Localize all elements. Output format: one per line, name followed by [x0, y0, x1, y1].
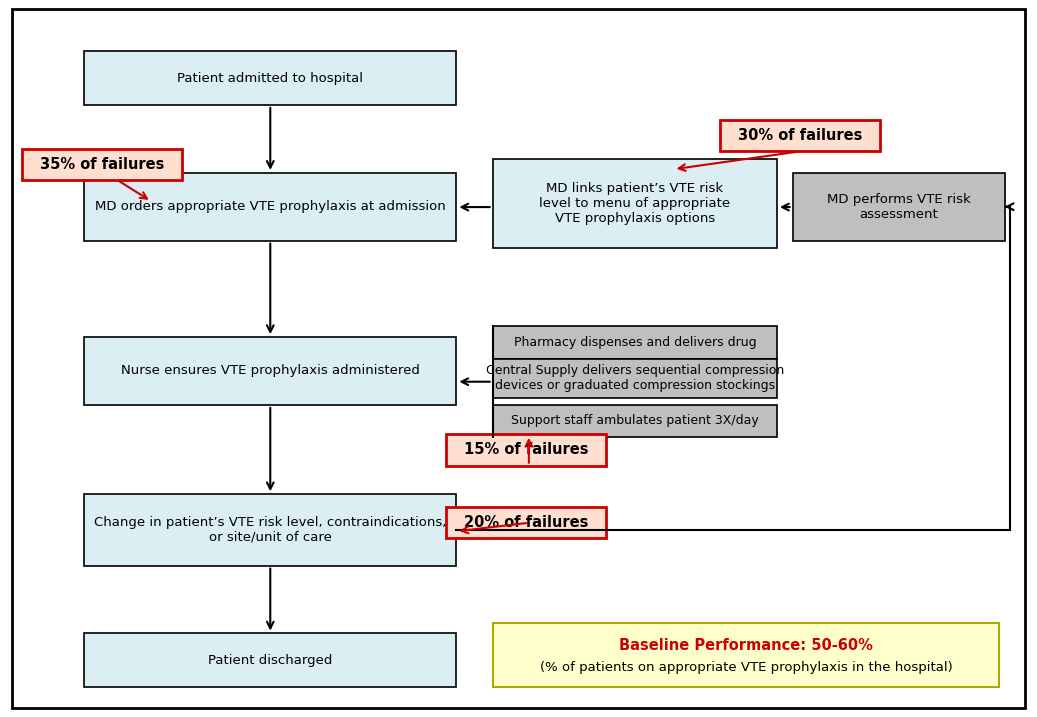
FancyBboxPatch shape — [84, 634, 456, 687]
Text: Pharmacy dispenses and delivers drug: Pharmacy dispenses and delivers drug — [513, 336, 756, 349]
FancyBboxPatch shape — [493, 405, 777, 437]
Text: 20% of failures: 20% of failures — [465, 516, 588, 531]
FancyBboxPatch shape — [84, 173, 456, 241]
Text: MD performs VTE risk
assessment: MD performs VTE risk assessment — [826, 193, 971, 221]
Text: Change in patient’s VTE risk level, contraindications,
or site/unit of care: Change in patient’s VTE risk level, cont… — [94, 516, 447, 544]
FancyBboxPatch shape — [84, 337, 456, 405]
FancyBboxPatch shape — [22, 148, 183, 180]
Text: 15% of failures: 15% of failures — [464, 442, 589, 457]
Text: Baseline Performance: 50-60%: Baseline Performance: 50-60% — [619, 638, 873, 653]
Text: MD links patient’s VTE risk
level to menu of appropriate
VTE prophylaxis options: MD links patient’s VTE risk level to men… — [539, 181, 730, 224]
FancyBboxPatch shape — [493, 158, 777, 248]
Text: (% of patients on appropriate VTE prophylaxis in the hospital): (% of patients on appropriate VTE prophy… — [539, 661, 952, 674]
FancyBboxPatch shape — [84, 52, 456, 105]
FancyBboxPatch shape — [720, 120, 880, 151]
Text: 30% of failures: 30% of failures — [738, 128, 863, 143]
FancyBboxPatch shape — [446, 435, 607, 465]
Text: Support staff ambulates patient 3X/day: Support staff ambulates patient 3X/day — [511, 414, 759, 427]
Text: Nurse ensures VTE prophylaxis administered: Nurse ensures VTE prophylaxis administer… — [121, 364, 420, 377]
Text: Patient admitted to hospital: Patient admitted to hospital — [177, 72, 363, 85]
FancyBboxPatch shape — [11, 9, 1026, 708]
FancyBboxPatch shape — [493, 623, 1000, 687]
FancyBboxPatch shape — [792, 173, 1005, 241]
Text: MD orders appropriate VTE prophylaxis at admission: MD orders appropriate VTE prophylaxis at… — [95, 200, 446, 213]
Text: Patient discharged: Patient discharged — [208, 654, 333, 667]
Text: Central Supply delivers sequential compression
devices or graduated compression : Central Supply delivers sequential compr… — [485, 364, 784, 392]
FancyBboxPatch shape — [493, 358, 777, 398]
FancyBboxPatch shape — [446, 507, 607, 538]
Text: 35% of failures: 35% of failures — [40, 157, 165, 172]
FancyBboxPatch shape — [84, 494, 456, 566]
FancyBboxPatch shape — [493, 326, 777, 358]
